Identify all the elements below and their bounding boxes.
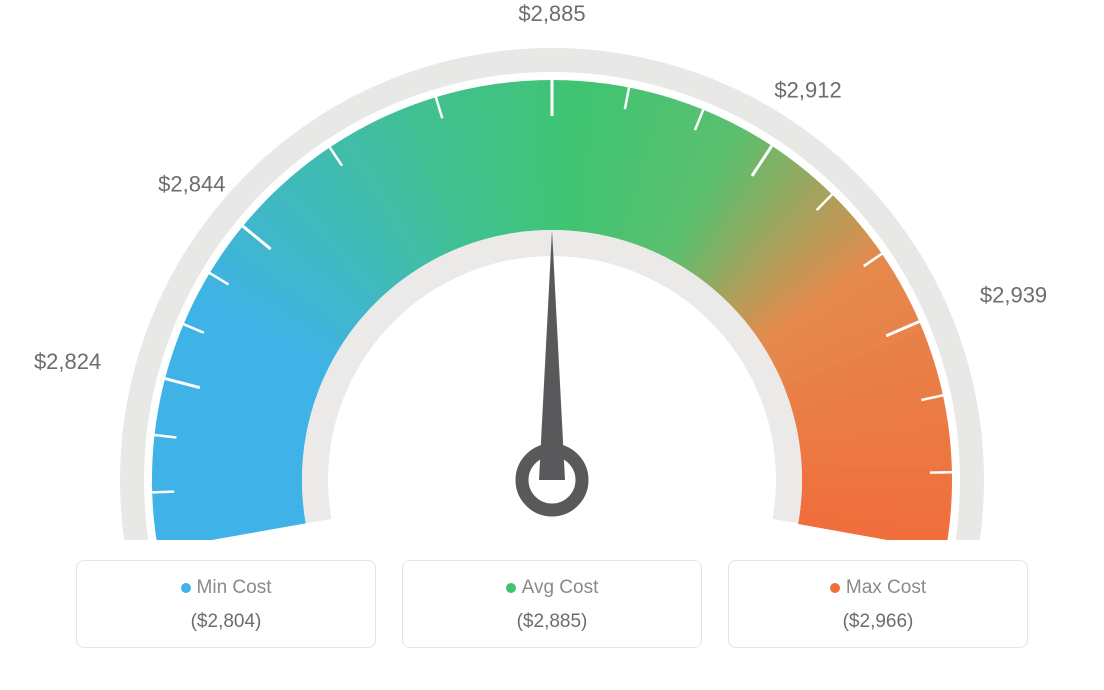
gauge-tick-label: $2,912 — [774, 78, 841, 103]
gauge-chart: $2,804$2,824$2,844$2,885$2,912$2,939$2,9… — [0, 0, 1104, 540]
legend-card-avg: Avg Cost ($2,885) — [402, 560, 702, 648]
legend-max-title: Max Cost — [739, 577, 1017, 599]
gauge-tick-label: $2,824 — [34, 349, 101, 374]
dot-icon — [830, 583, 840, 593]
legend-max-value: ($2,966) — [739, 611, 1017, 633]
gauge-needle — [539, 230, 565, 480]
legend-card-min: Min Cost ($2,804) — [76, 560, 376, 648]
legend-max-label: Max Cost — [846, 577, 926, 598]
gauge-svg: $2,804$2,824$2,844$2,885$2,912$2,939$2,9… — [0, 0, 1104, 540]
legend-min-label: Min Cost — [197, 577, 272, 598]
legend-avg-label: Avg Cost — [522, 577, 599, 598]
gauge-tick-label: $2,885 — [518, 1, 585, 26]
legend-avg-value: ($2,885) — [413, 611, 691, 633]
dot-icon — [181, 583, 191, 593]
legend-min-value: ($2,804) — [87, 611, 365, 633]
dot-icon — [506, 583, 516, 593]
gauge-tick-label: $2,844 — [158, 171, 225, 196]
gauge-tick-label: $2,939 — [980, 282, 1047, 307]
legend-min-title: Min Cost — [87, 577, 365, 599]
legend-card-max: Max Cost ($2,966) — [728, 560, 1028, 648]
legend-avg-title: Avg Cost — [413, 577, 691, 599]
legend-row: Min Cost ($2,804) Avg Cost ($2,885) Max … — [0, 560, 1104, 648]
